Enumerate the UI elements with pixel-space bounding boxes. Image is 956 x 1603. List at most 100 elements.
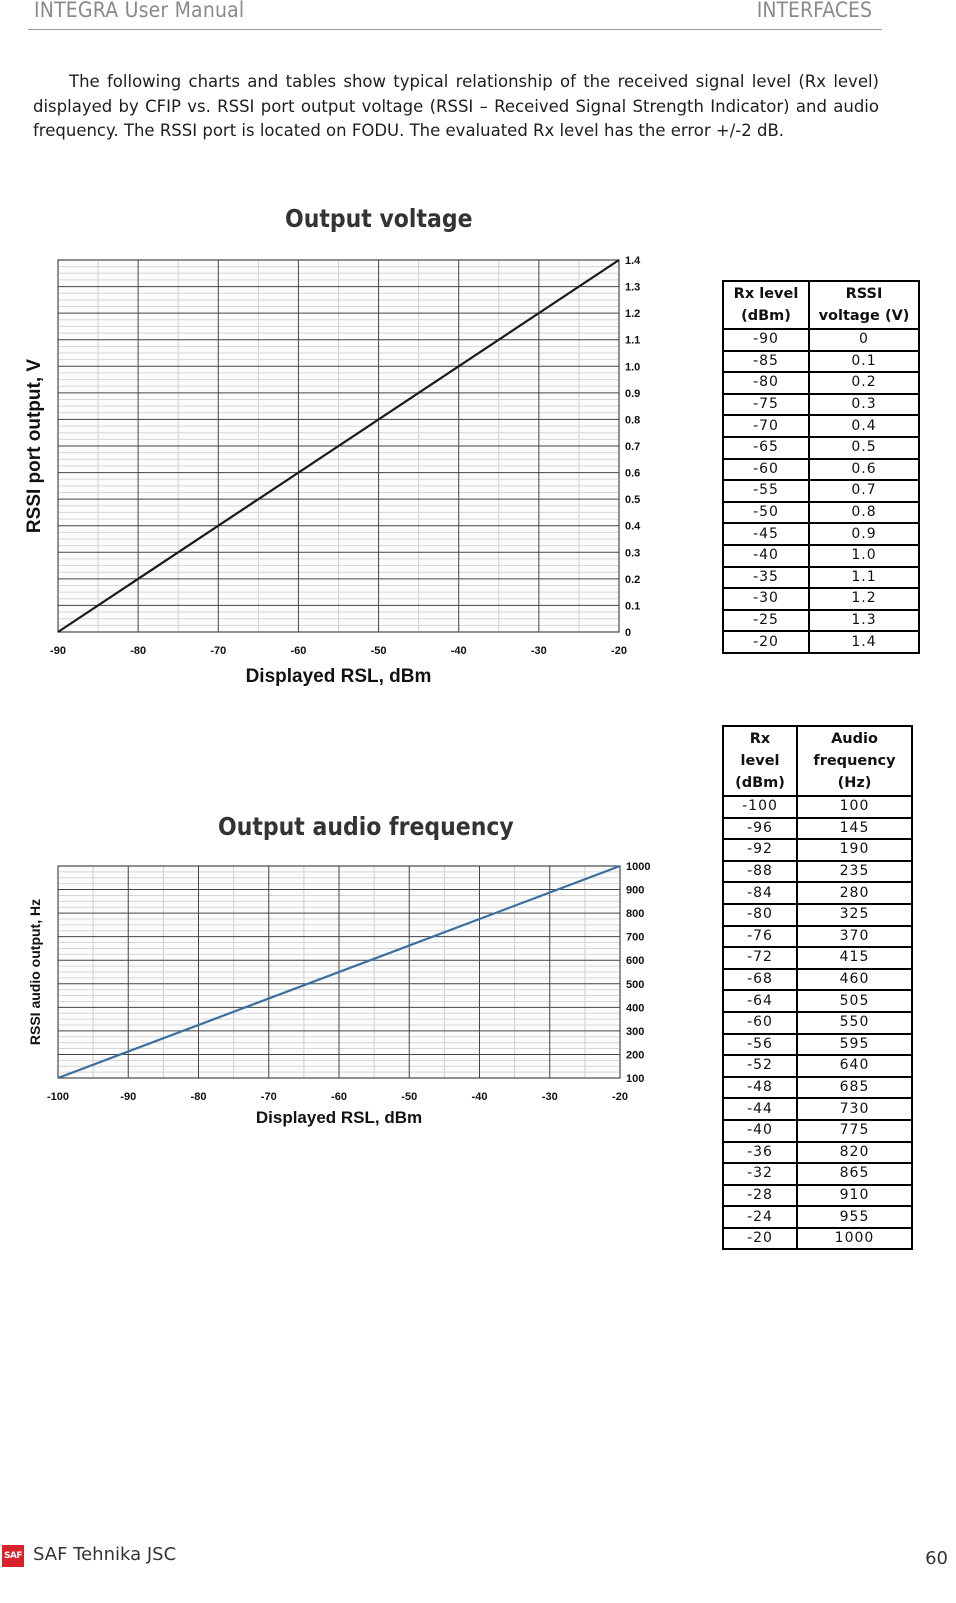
svg-text:-80: -80 xyxy=(130,645,146,657)
rx-level-cell: -32 xyxy=(722,1162,798,1186)
svg-text:0.5: 0.5 xyxy=(625,494,640,506)
col-header-audio-frequency: Audio frequency (Hz) xyxy=(796,725,913,797)
value-cell: 1000 xyxy=(796,1226,913,1251)
value-cell: 325 xyxy=(796,902,913,927)
rx-level-cell: -52 xyxy=(722,1054,798,1078)
svg-text:0.8: 0.8 xyxy=(625,414,640,426)
rx-level-cell: -80 xyxy=(722,902,798,927)
rx-level-cell: -50 xyxy=(722,500,810,525)
value-cell: 370 xyxy=(796,924,913,949)
table-row: -70 0.4 xyxy=(722,414,920,438)
value-cell: 685 xyxy=(796,1075,913,1100)
value-cell: 280 xyxy=(796,881,913,905)
table-row: -100 100 xyxy=(722,795,913,819)
table-row: -85 0.1 xyxy=(722,349,920,374)
table-row: -36 820 xyxy=(722,1140,913,1165)
table-row: -30 1.2 xyxy=(722,587,920,611)
table-row: -55 0.7 xyxy=(722,479,920,503)
svg-text:-40: -40 xyxy=(451,645,467,657)
svg-text:600: 600 xyxy=(626,955,644,967)
svg-text:-100: -100 xyxy=(47,1091,69,1103)
svg-text:-70: -70 xyxy=(210,645,226,657)
value-cell: 595 xyxy=(796,1032,913,1057)
col-header-rx-level: Rx level (dBm) xyxy=(722,280,810,330)
rx-level-cell: -55 xyxy=(722,479,810,503)
svg-text:RSSI audio output, Hz: RSSI audio output, Hz xyxy=(27,899,43,1045)
table-row: -45 0.9 xyxy=(722,522,920,546)
svg-text:-90: -90 xyxy=(120,1091,136,1103)
rx-level-cell: -65 xyxy=(722,435,810,460)
svg-text:-30: -30 xyxy=(531,645,547,657)
svg-text:1.4: 1.4 xyxy=(625,255,641,267)
table-row: -64 505 xyxy=(722,989,913,1013)
rx-level-cell: -40 xyxy=(722,543,810,568)
svg-text:0.9: 0.9 xyxy=(625,388,640,400)
svg-text:RSSI port output, V: RSSI port output, V xyxy=(24,359,45,533)
audio-chart-title: Output audio frequency xyxy=(218,812,514,841)
svg-text:-60: -60 xyxy=(290,645,306,657)
rx-level-cell: -36 xyxy=(722,1140,798,1165)
svg-text:-60: -60 xyxy=(331,1091,347,1103)
col-header-rssi-voltage: RSSI voltage (V) xyxy=(808,280,920,330)
value-cell: 505 xyxy=(796,989,913,1013)
svg-text:1.1: 1.1 xyxy=(625,335,640,347)
value-cell: 0.4 xyxy=(808,414,920,438)
table-row: -75 0.3 xyxy=(722,392,920,417)
table-row: -28 910 xyxy=(722,1183,913,1208)
table-row: -65 0.5 xyxy=(722,435,920,460)
table-row: -80 325 xyxy=(722,902,913,927)
svg-text:1.3: 1.3 xyxy=(625,282,640,294)
rx-level-cell: -56 xyxy=(722,1032,798,1057)
value-cell: 550 xyxy=(796,1010,913,1035)
value-cell: 0 xyxy=(808,328,920,352)
value-cell: 0.2 xyxy=(808,371,920,395)
svg-text:700: 700 xyxy=(626,932,644,944)
svg-text:-20: -20 xyxy=(612,1091,628,1103)
value-cell: 190 xyxy=(796,838,913,862)
svg-text:800: 800 xyxy=(626,908,644,920)
company-name: SAF Tehnika JSC xyxy=(33,1544,177,1565)
table-row: -35 1.1 xyxy=(722,565,920,590)
value-cell: 1.4 xyxy=(808,630,920,654)
value-cell: 460 xyxy=(796,967,913,992)
table-row: -92 190 xyxy=(722,838,913,862)
table-row: -40 775 xyxy=(722,1118,913,1143)
rx-level-cell: -84 xyxy=(722,881,798,905)
rx-level-cell: -88 xyxy=(722,859,798,884)
rx-level-cell: -68 xyxy=(722,967,798,992)
value-cell: 0.3 xyxy=(808,392,920,417)
table-row: -50 0.8 xyxy=(722,500,920,525)
table-row: -44 730 xyxy=(722,1097,913,1121)
table-row: -20 1000 xyxy=(722,1226,913,1251)
table-row: -96 145 xyxy=(722,816,913,841)
rx-level-cell: -25 xyxy=(722,608,810,633)
value-cell: 1.2 xyxy=(808,587,920,611)
value-cell: 0.9 xyxy=(808,522,920,546)
rx-level-cell: -85 xyxy=(722,349,810,374)
voltage-chart-title: Output voltage xyxy=(285,204,473,233)
svg-text:0.3: 0.3 xyxy=(625,547,640,559)
table-row: -56 595 xyxy=(722,1032,913,1057)
value-cell: 1.1 xyxy=(808,565,920,590)
value-cell: 145 xyxy=(796,816,913,841)
svg-text:-50: -50 xyxy=(401,1091,417,1103)
value-cell: 1.0 xyxy=(808,543,920,568)
svg-text:0.7: 0.7 xyxy=(625,441,640,453)
table-row: -24 955 xyxy=(722,1205,913,1229)
page-footer: SAF SAF Tehnika JSC 60 xyxy=(0,1542,956,1582)
svg-text:400: 400 xyxy=(626,1002,644,1014)
voltage-chart: -90 -80 -70 -60 -50 -40 -30 -20 0 0.1 0.2 0.3 0.4 0.5… xyxy=(22,248,662,693)
svg-text:-50: -50 xyxy=(371,645,387,657)
table-row: -40 1.0 xyxy=(722,543,920,568)
value-cell: 640 xyxy=(796,1054,913,1078)
rx-level-cell: -96 xyxy=(722,816,798,841)
value-cell: 730 xyxy=(796,1097,913,1121)
audio-chart-svg: -100 -90 -80 -70 -60 -50 -40 -30 -20 100 200 300 400… xyxy=(27,861,650,1127)
rx-level-cell: -28 xyxy=(722,1183,798,1208)
table-row: -52 640 xyxy=(722,1054,913,1078)
value-cell: 775 xyxy=(796,1118,913,1143)
saf-logo-icon: SAF xyxy=(2,1545,24,1567)
svg-text:500: 500 xyxy=(626,979,644,991)
rx-level-cell: -72 xyxy=(722,946,798,970)
table-row: -72 415 xyxy=(722,946,913,970)
